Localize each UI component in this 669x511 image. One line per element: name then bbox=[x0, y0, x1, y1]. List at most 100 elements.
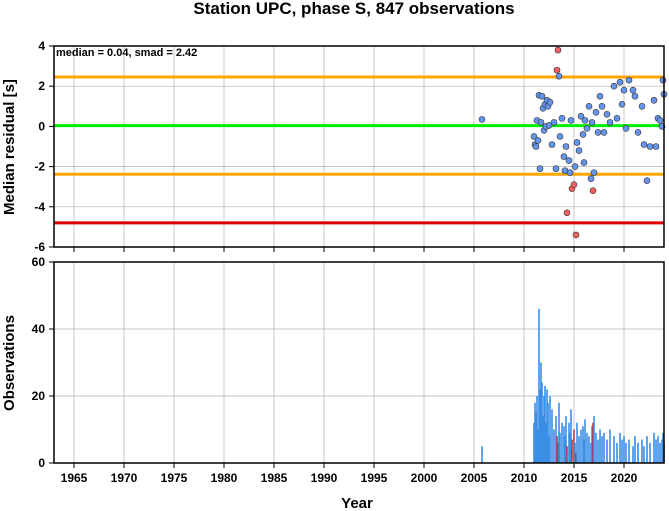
observation-bar bbox=[553, 429, 555, 463]
residual-y-tick-label: -4 bbox=[34, 200, 45, 214]
residual-point bbox=[659, 76, 667, 84]
residual-point bbox=[634, 129, 642, 136]
observation-bar bbox=[662, 432, 664, 463]
observations-panel: 0 20 40 60 1965 1970 1975 1980 1985 1990 1995 2000… bbox=[1, 247, 665, 511]
observation-bar bbox=[541, 382, 543, 463]
residual-point bbox=[650, 96, 658, 104]
observation-bar bbox=[623, 436, 625, 463]
observation-bar bbox=[542, 416, 544, 463]
observation-bar bbox=[569, 432, 571, 463]
residual-point bbox=[530, 133, 538, 140]
observation-bar bbox=[643, 446, 645, 463]
observation-bar bbox=[601, 436, 603, 463]
observation-bar bbox=[586, 432, 588, 463]
residual-point bbox=[613, 115, 621, 122]
residual-points bbox=[478, 46, 668, 239]
residual-y-ticks: 4 2 0 -2 -4 -6 bbox=[34, 39, 54, 254]
residual-point bbox=[555, 72, 563, 80]
residual-point bbox=[583, 125, 591, 132]
observation-bar bbox=[634, 436, 636, 463]
observation-bar bbox=[591, 426, 593, 463]
residual-point bbox=[596, 92, 604, 100]
observation-bar bbox=[588, 436, 590, 463]
observation-bar bbox=[632, 446, 634, 463]
residual-point bbox=[594, 129, 602, 136]
observation-bar bbox=[595, 432, 597, 463]
observation-bar bbox=[544, 385, 546, 463]
year-x-tick-label: 2000 bbox=[411, 471, 438, 485]
observation-bar bbox=[646, 436, 648, 463]
observation-bar bbox=[573, 429, 575, 463]
observation-bar bbox=[548, 436, 550, 463]
observation-bar bbox=[538, 308, 540, 463]
residual-point bbox=[575, 147, 583, 154]
residual-point bbox=[577, 113, 585, 120]
observation-bar bbox=[558, 402, 560, 463]
year-x-ticks: 1965 1970 1975 1980 1985 1990 1995 2000 2005 2010… bbox=[61, 247, 638, 485]
observation-bar bbox=[628, 439, 630, 463]
year-x-tick-label: 2020 bbox=[611, 471, 638, 485]
outlier-point bbox=[570, 181, 578, 188]
residual-y-tick-label: 4 bbox=[38, 39, 45, 53]
residual-point bbox=[592, 109, 600, 116]
residual-point bbox=[579, 131, 587, 138]
outlier-point bbox=[553, 66, 561, 74]
residual-point bbox=[580, 159, 588, 166]
observation-bar bbox=[565, 416, 567, 463]
observation-bar bbox=[575, 452, 577, 463]
residual-point bbox=[603, 111, 611, 118]
residual-y-tick-label: 2 bbox=[38, 79, 45, 93]
year-x-tick-label: 2010 bbox=[511, 471, 538, 485]
residual-point bbox=[585, 103, 593, 110]
observation-bar bbox=[533, 422, 535, 463]
observation-bar bbox=[641, 439, 643, 463]
observation-bar bbox=[557, 442, 559, 463]
observation-bar bbox=[561, 422, 563, 463]
observation-bar bbox=[606, 439, 608, 463]
observation-bar bbox=[582, 426, 584, 463]
observation-bar bbox=[545, 422, 547, 463]
residual-point bbox=[600, 129, 608, 136]
observation-bar bbox=[543, 396, 545, 463]
residual-point bbox=[610, 82, 618, 90]
residual-point bbox=[567, 117, 575, 124]
residual-point bbox=[638, 103, 646, 110]
residual-point bbox=[606, 119, 614, 126]
observation-bar bbox=[580, 429, 582, 463]
observations-y-tick-label: 20 bbox=[32, 389, 46, 403]
residual-point bbox=[550, 119, 558, 126]
observations-y-tick-label: 40 bbox=[32, 322, 46, 336]
observation-bar bbox=[613, 436, 615, 463]
observations-y-tick-label: 0 bbox=[38, 456, 45, 470]
median-smad-annotation: median = 0.04, smad = 2.42 bbox=[56, 47, 197, 59]
observations-y-tick-label: 60 bbox=[32, 255, 46, 269]
observations-grid bbox=[54, 261, 664, 464]
observation-bar bbox=[649, 442, 651, 463]
residual-point bbox=[566, 169, 574, 176]
observation-bar bbox=[549, 396, 551, 463]
reference-lines bbox=[54, 75, 664, 225]
residual-point bbox=[536, 165, 544, 172]
residual-point bbox=[616, 78, 624, 86]
residual-point bbox=[598, 103, 606, 110]
observations-panel-frame bbox=[53, 261, 665, 464]
residual-point bbox=[565, 157, 573, 164]
chart-title: Station UPC, phase S, 847 observations bbox=[193, 0, 514, 18]
residual-point bbox=[552, 165, 560, 172]
observation-bar bbox=[547, 402, 549, 463]
observation-bar bbox=[659, 442, 661, 463]
residual-point bbox=[631, 92, 639, 100]
observation-bar bbox=[551, 409, 553, 463]
observation-bar bbox=[555, 416, 557, 463]
observation-bar bbox=[566, 446, 568, 463]
residual-point bbox=[652, 143, 660, 150]
outlier-point bbox=[554, 46, 562, 54]
residual-point bbox=[558, 115, 566, 122]
observation-bar bbox=[564, 436, 566, 463]
residual-point bbox=[618, 100, 626, 108]
observation-bar bbox=[590, 442, 592, 463]
residual-point bbox=[620, 86, 628, 94]
observation-bar bbox=[570, 409, 572, 463]
residual-point bbox=[560, 153, 568, 160]
observation-bar bbox=[576, 422, 578, 463]
